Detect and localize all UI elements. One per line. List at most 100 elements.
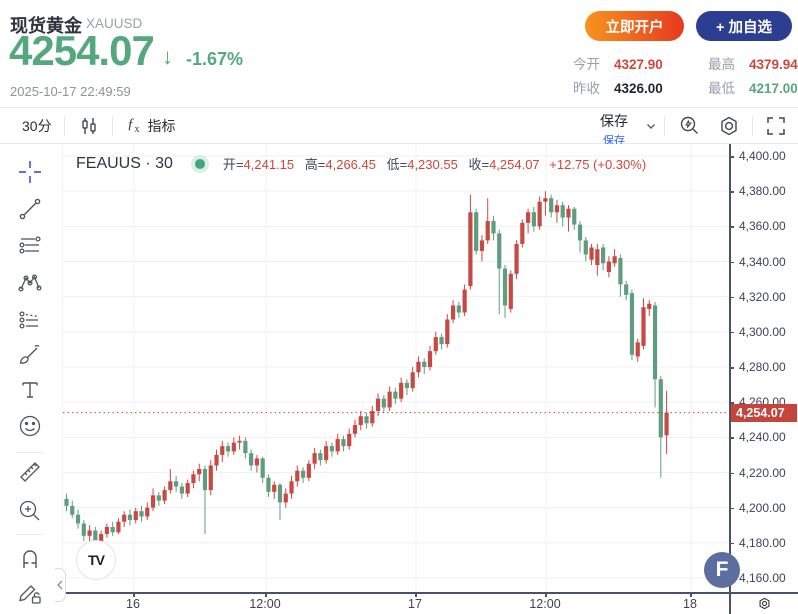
header: 现货黄金 XAUUSD 4254.07 ↓ -1.67% 2025-10-17 …	[0, 0, 798, 107]
stat-value: 4379.94	[749, 57, 798, 72]
draw-lock-icon	[19, 585, 41, 604]
chevron-down-icon	[647, 123, 655, 129]
time-axis-label: 16	[126, 597, 140, 611]
equals-sign: =	[235, 157, 244, 172]
interval-button[interactable]: 30分	[22, 117, 52, 134]
text-icon	[22, 382, 38, 398]
fx-icon: ƒx	[127, 116, 140, 135]
crosshair-tool-button[interactable]	[14, 156, 46, 188]
price-axis-tick	[730, 156, 734, 158]
site-logo[interactable]: F	[704, 552, 740, 588]
price-axis-tick	[730, 191, 734, 193]
chart-style-button[interactable]	[79, 108, 99, 143]
time-axis-tick	[545, 593, 547, 597]
price-axis[interactable]: 4,254.07 4,400.00 4,380.00 4,360.00 4,340.0…	[730, 144, 798, 593]
forecast-icon	[19, 311, 39, 329]
stat-today-open: 今开 4327.90	[573, 53, 663, 73]
axis-settings-button[interactable]	[730, 593, 798, 614]
lock-drawings-tool-button[interactable]	[14, 576, 46, 608]
save-button[interactable]: 保存 保存	[593, 111, 635, 148]
chart-plot-area[interactable]: FEAUUS · 30 开=4,241.15 高=4,266.45 低=4,23…	[62, 144, 731, 593]
tradingview-logo[interactable]: TV	[76, 540, 116, 580]
time-axis-tick	[133, 593, 135, 597]
price-axis-tick	[730, 261, 734, 263]
stat-prev-close: 昨收 4326.00	[573, 77, 663, 97]
brush-icon	[19, 344, 40, 364]
price-change-percent: -1.67%	[186, 49, 244, 69]
emoji-tool-button[interactable]	[14, 410, 46, 442]
zoom-in-icon	[19, 500, 40, 521]
stat-high: 最高 4379.94	[708, 53, 798, 73]
time-axis-label: 12:00	[529, 597, 561, 611]
ohlc-high-label: 高	[304, 157, 318, 172]
time-axis-tick	[265, 593, 267, 597]
indicators-label: 指标	[147, 117, 176, 134]
ohlc-close-label: 收	[468, 157, 482, 172]
chart-legend: FEAUUS · 30 开=4,241.15 高=4,266.45 低=4,23…	[76, 154, 646, 173]
legend-change: +12.75 (+0.30%)	[549, 157, 647, 172]
stat-value: 4326.00	[614, 81, 663, 96]
series-name: FEAUUS · 30	[76, 154, 173, 172]
gann-lines-tool-button[interactable]	[14, 229, 46, 261]
equals-sign: =	[317, 157, 326, 172]
price-axis-tick	[730, 437, 734, 439]
trend-line-tool-button[interactable]	[14, 193, 46, 225]
brush-tool-button[interactable]	[14, 338, 46, 370]
toolbar-divider	[664, 116, 665, 136]
time-axis-label: 12:00	[249, 597, 281, 611]
flash-search-icon	[680, 116, 698, 134]
ohlc-open-value: 4,241.15	[243, 157, 295, 172]
toolbar-collapse-handle[interactable]	[55, 568, 66, 602]
stat-low: 最低 4217.00	[708, 77, 798, 97]
add-watchlist-button[interactable]: + 加自选	[696, 11, 792, 41]
equals-sign: =	[399, 157, 408, 172]
instrument-name: 现货黄金	[10, 16, 82, 36]
price-axis-label: 4,240.00	[739, 430, 786, 445]
stat-label: 今开	[573, 57, 600, 72]
indicators-button[interactable]: ƒx 指标	[127, 108, 176, 143]
price-axis-label: 4,220.00	[739, 465, 786, 480]
fullscreen-icon	[767, 116, 785, 135]
text-tool-button[interactable]	[14, 374, 46, 406]
market-status-dot	[194, 158, 205, 169]
price-axis-label: 4,180.00	[739, 535, 786, 550]
price-axis-label: 4,400.00	[739, 149, 786, 163]
price-down-arrow-icon: ↓	[162, 44, 173, 69]
price-axis-border	[729, 144, 731, 614]
price-axis-label: 4,160.00	[739, 571, 786, 585]
toolbar-divider	[16, 534, 44, 535]
axis-gear-icon	[759, 597, 769, 610]
xabcd-pattern-icon	[18, 274, 42, 292]
price-axis-tick	[730, 542, 734, 545]
fullscreen-button[interactable]	[766, 108, 786, 143]
stat-value: 4327.90	[614, 57, 663, 72]
quote-timestamp: 2025-10-17 22:49:59	[10, 84, 131, 99]
price-axis-tick	[730, 402, 734, 404]
quick-search-button[interactable]	[679, 108, 701, 143]
chart-settings-button[interactable]	[718, 108, 740, 143]
price-axis-label: 4,200.00	[739, 500, 786, 515]
zoom-in-tool-button[interactable]	[14, 495, 46, 527]
stat-label: 最低	[708, 81, 735, 96]
ohlc-close-value: 4,254.07	[489, 157, 540, 172]
chevron-left-icon	[57, 580, 63, 590]
candlestick-style-icon	[82, 117, 96, 134]
open-account-button[interactable]: 立即开户	[585, 11, 684, 41]
save-menu-chevron[interactable]	[644, 108, 658, 143]
time-axis[interactable]: 16 12:00 17 12:00 18	[62, 593, 730, 614]
time-axis-label: 18	[683, 597, 697, 611]
ohlc-low-label: 低	[386, 157, 400, 172]
settings-nut-icon	[721, 116, 737, 135]
ohlc-open-label: 开	[222, 157, 236, 172]
toolbar-divider	[16, 452, 44, 453]
stat-label: 最高	[708, 57, 735, 72]
magnet-tool-button[interactable]	[14, 542, 46, 574]
toolbar-divider	[752, 116, 753, 136]
xabcd-pattern-tool-button[interactable]	[14, 267, 46, 299]
price-axis-label: 4,320.00	[739, 289, 786, 304]
ruler-icon	[20, 462, 40, 482]
measure-tool-button[interactable]	[14, 456, 46, 488]
chart-toolbar: 30分 ƒx 指标 保存 保存	[0, 107, 798, 147]
forecast-tool-button[interactable]	[14, 304, 46, 336]
